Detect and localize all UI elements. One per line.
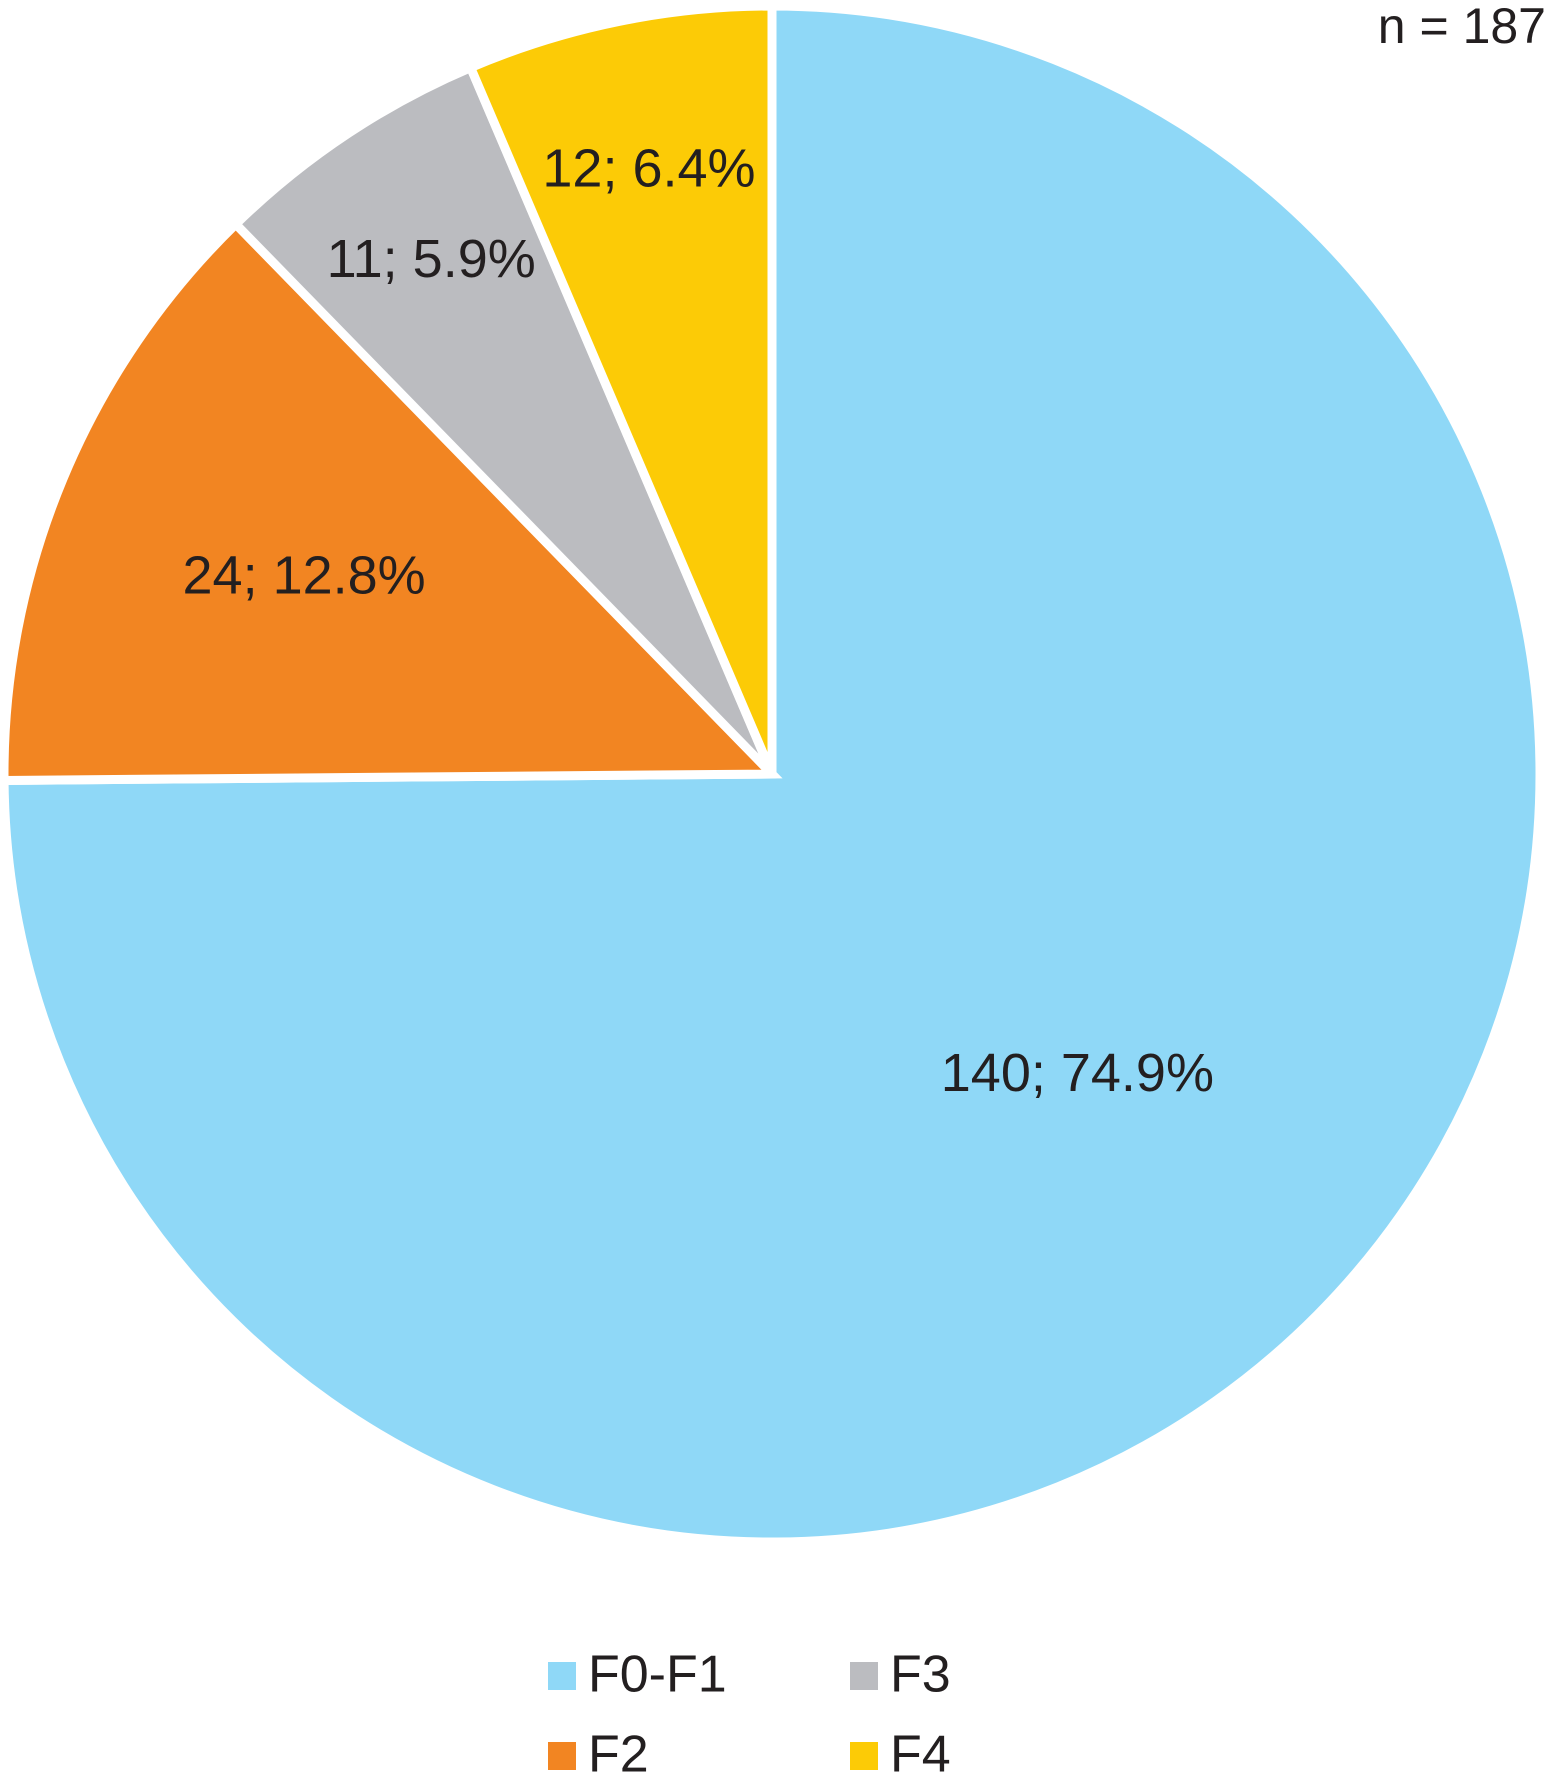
pie-slice [229,61,777,778]
legend-swatch [850,1662,878,1690]
legend-label: F3 [890,1646,951,1704]
legend-swatch [548,1662,576,1690]
data-label: 140; 74.9% [941,1043,1214,1103]
annotation: n = 187 [1378,0,1546,54]
data-label: 24; 12.8% [183,545,426,605]
data-label: 12; 6.4% [542,138,755,198]
legend-label: F2 [588,1726,649,1780]
legend-label: F4 [890,1726,951,1780]
pie-slice [0,1,1545,1547]
pie-slice [464,1,777,776]
pie-slice [0,217,783,785]
legend-swatch [850,1742,878,1770]
data-label: 11; 5.9% [327,229,536,289]
legend-swatch [548,1742,576,1770]
legend-label: F0-F1 [588,1646,727,1704]
